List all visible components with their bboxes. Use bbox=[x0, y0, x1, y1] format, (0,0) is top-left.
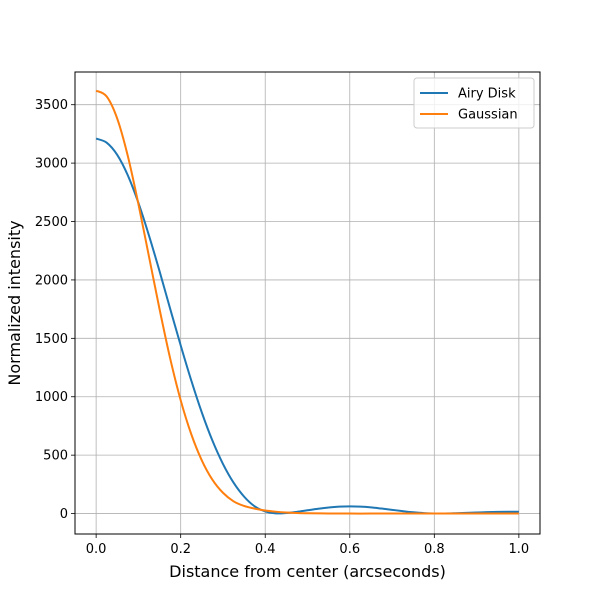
grid bbox=[75, 72, 540, 534]
y-tick-label: 2500 bbox=[35, 215, 68, 230]
series-group bbox=[95, 89, 519, 515]
y-tick-label: 0 bbox=[60, 507, 68, 522]
x-tick-label: 0.8 bbox=[424, 542, 445, 557]
y-tick-label: 500 bbox=[43, 449, 68, 464]
legend: Airy Disk Gaussian bbox=[413, 77, 535, 129]
y-tick-label: 1500 bbox=[35, 332, 68, 347]
x-axis-label: Distance from center (arcseconds) bbox=[169, 562, 446, 581]
x-tick-label: 0.0 bbox=[86, 542, 107, 557]
x-tick-label: 0.6 bbox=[339, 542, 360, 557]
x-tick-label: 0.4 bbox=[255, 542, 276, 557]
ticks: 0.0 0.2 0.4 0.6 0.8 1.0 0 500 1000 1500 2000 2500 30… bbox=[35, 98, 529, 557]
plot-frame bbox=[74, 71, 541, 535]
x-tick-label: 1.0 bbox=[509, 542, 530, 557]
legend-label-gaussian: Gaussian bbox=[458, 108, 518, 123]
legend-label-airy-disk: Airy Disk bbox=[458, 87, 516, 102]
series-line-gaussian bbox=[95, 89, 519, 515]
y-tick-label: 3000 bbox=[35, 157, 68, 172]
x-tick-label: 0.2 bbox=[170, 542, 191, 557]
y-tick-label: 2000 bbox=[35, 273, 68, 288]
legend-box bbox=[413, 77, 535, 129]
y-tick-label: 3500 bbox=[35, 98, 68, 113]
y-axis-label: Normalized intensity bbox=[5, 220, 24, 385]
y-tick-label: 1000 bbox=[35, 390, 68, 405]
